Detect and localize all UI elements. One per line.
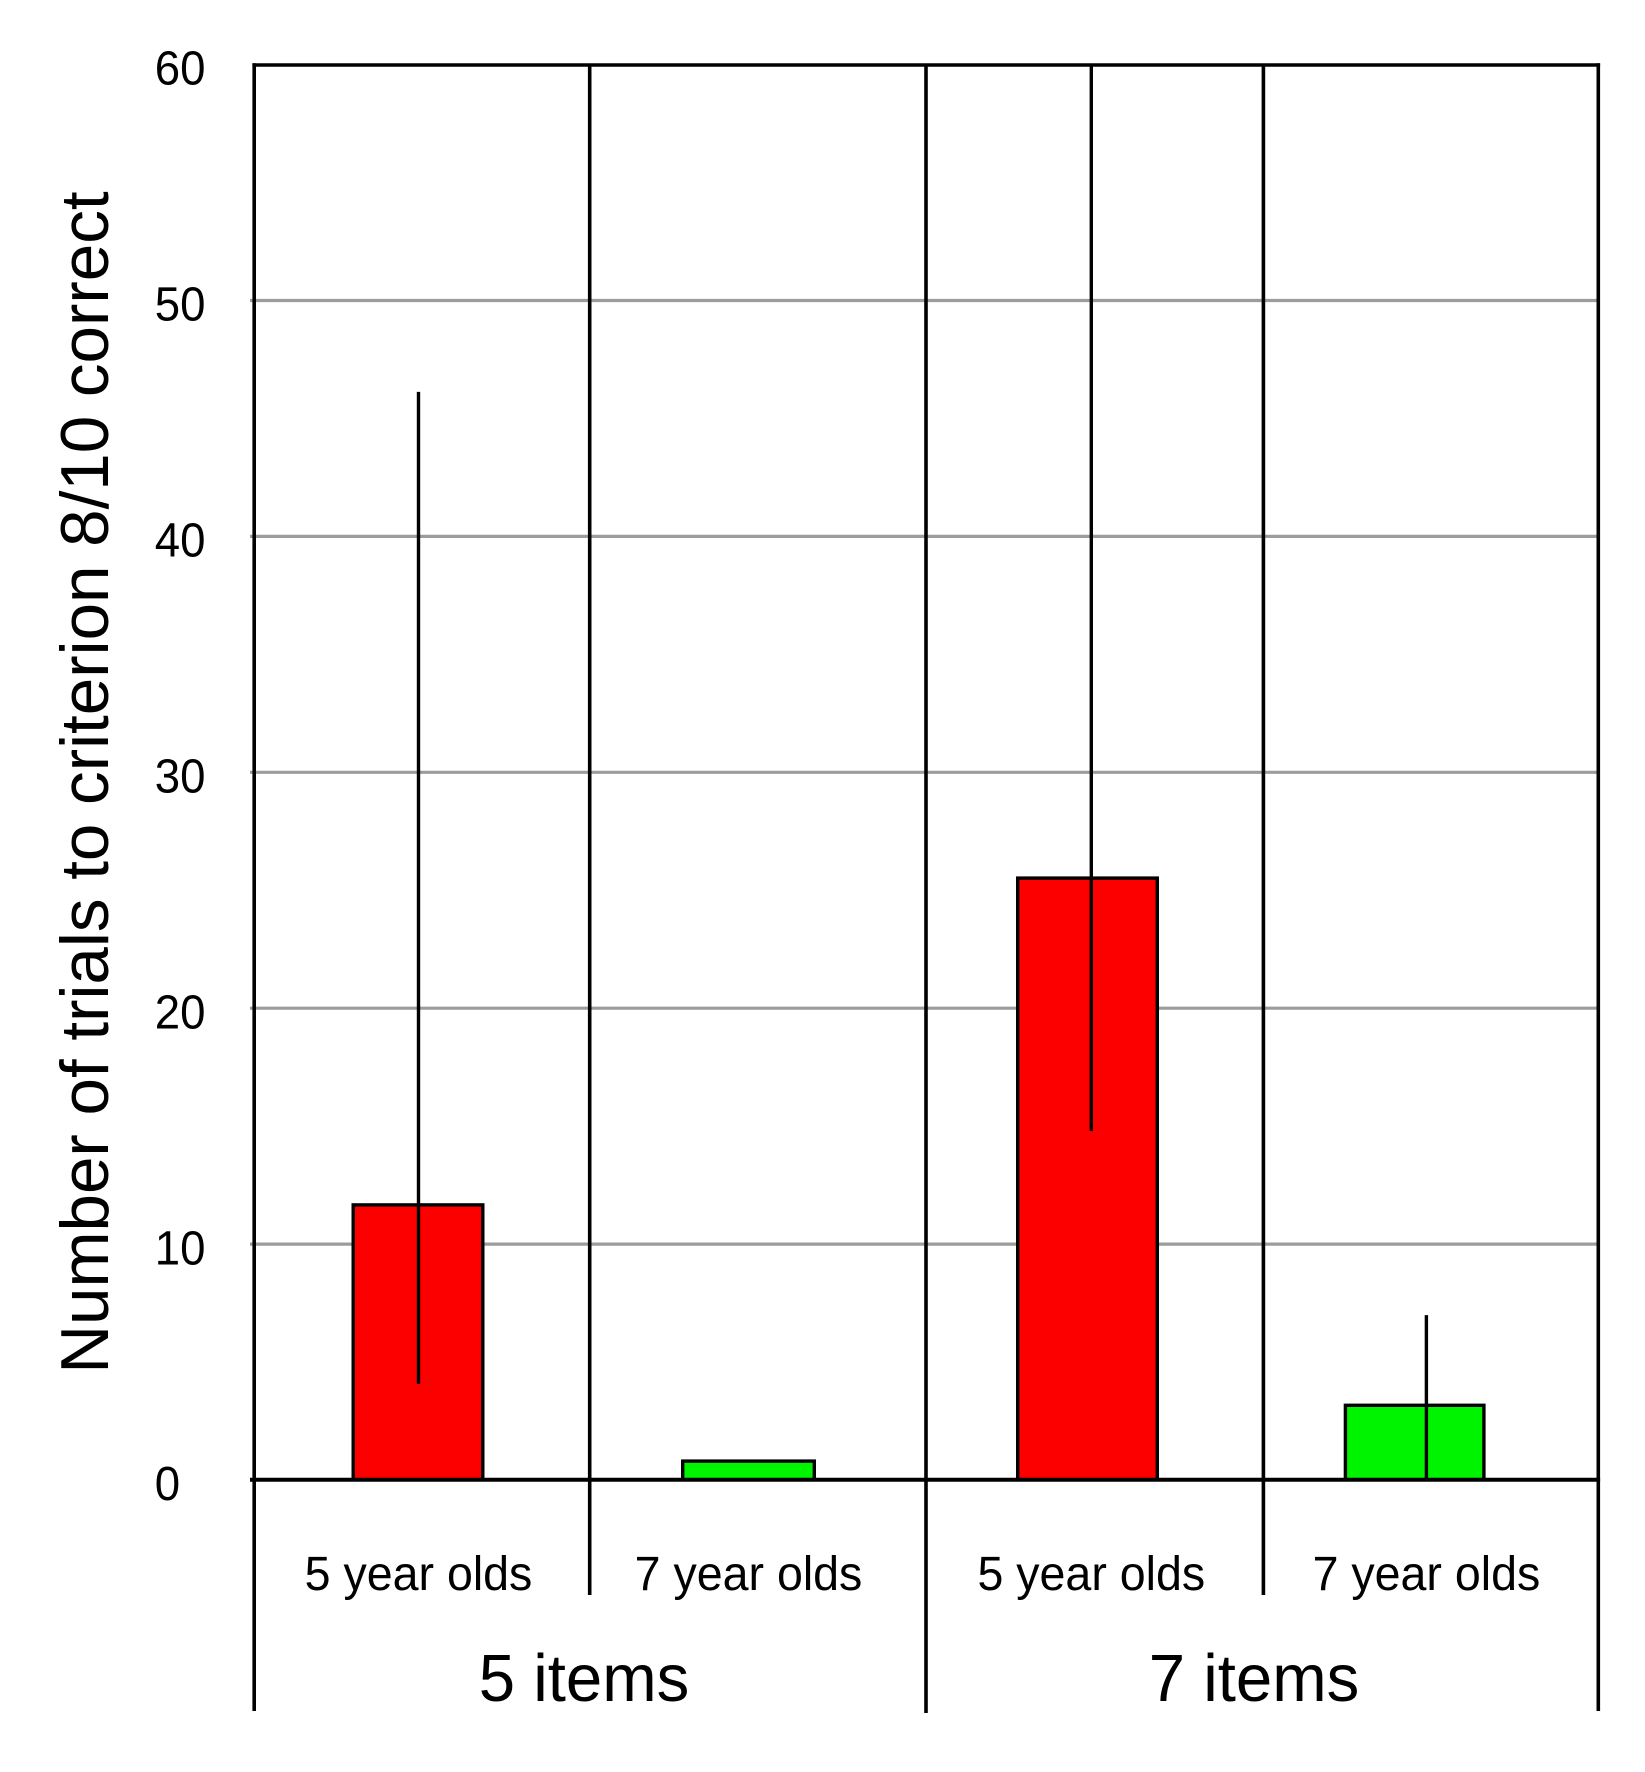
svg-text:50: 50 <box>155 278 206 331</box>
svg-text:7 items: 7 items <box>1149 1641 1360 1716</box>
svg-text:10: 10 <box>155 1221 206 1274</box>
svg-text:5 items: 5 items <box>479 1641 690 1716</box>
svg-text:0: 0 <box>155 1457 180 1510</box>
svg-text:20: 20 <box>155 985 206 1038</box>
svg-text:7 year olds: 7 year olds <box>1313 1547 1541 1601</box>
svg-text:60: 60 <box>155 41 206 94</box>
svg-text:5 year olds: 5 year olds <box>305 1547 533 1601</box>
svg-text:40: 40 <box>155 514 206 567</box>
svg-text:7 year olds: 7 year olds <box>635 1547 863 1601</box>
svg-text:Number of trials to criterion: Number of trials to criterion 8/10 corre… <box>48 191 123 1373</box>
svg-text:30: 30 <box>155 749 206 802</box>
svg-text:5 year olds: 5 year olds <box>977 1547 1205 1601</box>
